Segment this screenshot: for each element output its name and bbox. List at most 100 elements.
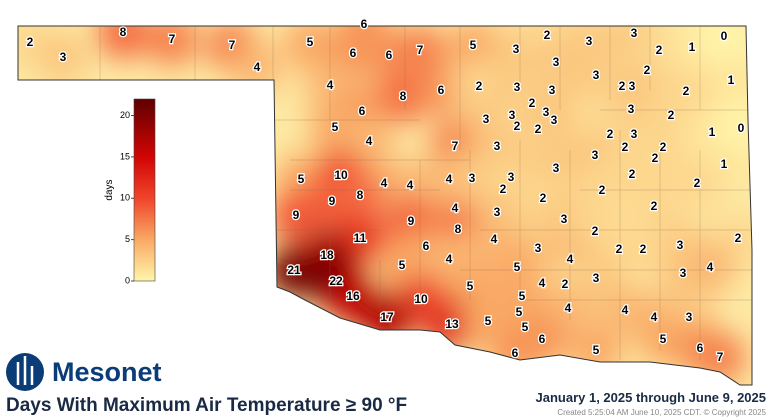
station-value: 6 (361, 17, 368, 31)
station-value: 2 (660, 140, 667, 154)
station-value: 5 (660, 332, 667, 346)
station-value: 10 (334, 168, 348, 182)
station-value: 2 (540, 191, 547, 205)
station-value: 2 (514, 119, 521, 133)
station-value: 11 (354, 231, 367, 245)
heat-blob (415, 65, 467, 117)
legend-label: days (104, 179, 115, 200)
station-value: 2 (562, 277, 569, 291)
station-value: 4 (327, 78, 334, 92)
station-value: 22 (329, 274, 343, 288)
station-value: 4 (446, 172, 453, 186)
station-value: 4 (539, 276, 546, 290)
station-value: 2 (683, 84, 690, 98)
station-value: 5 (514, 260, 521, 274)
station-value: 4 (565, 301, 572, 315)
station-value: 5 (298, 172, 305, 186)
station-value: 4 (491, 232, 498, 246)
station-value: 2 (619, 79, 626, 93)
station-value: 2 (640, 242, 647, 256)
station-value: 3 (628, 102, 635, 116)
station-value: 4 (651, 310, 658, 324)
station-value: 4 (446, 252, 453, 266)
legend-tick-label: 0 (125, 275, 130, 285)
station-value: 3 (549, 83, 556, 97)
station-value: 3 (677, 238, 684, 252)
station-value: 7 (169, 32, 176, 46)
station-value: 2 (622, 140, 629, 154)
station-value: 5 (307, 35, 314, 49)
station-value: 4 (452, 201, 459, 215)
station-value: 7 (717, 350, 724, 364)
station-value: 2 (27, 35, 34, 49)
station-value: 3 (593, 68, 600, 82)
logo-bars (16, 356, 34, 385)
legend-tick-label: 15 (120, 151, 130, 161)
station-value: 5 (470, 38, 477, 52)
station-value: 3 (494, 139, 501, 153)
station-value: 2 (644, 63, 651, 77)
legend-tick-label: 10 (120, 193, 130, 203)
station-value: 2 (652, 151, 659, 165)
station-value: 2 (616, 242, 623, 256)
station-value: 2 (592, 224, 599, 238)
station-value: 4 (381, 176, 388, 190)
heat-blob (628, 181, 680, 233)
station-value: 0 (721, 29, 728, 43)
station-value: 2 (500, 182, 507, 196)
heat-blob (705, 55, 752, 107)
station-value: 5 (522, 320, 529, 334)
station-value: 5 (519, 289, 526, 303)
station-value: 10 (414, 292, 428, 306)
station-value: 3 (553, 161, 560, 175)
heat-blob (671, 158, 723, 210)
heat-blob (698, 26, 750, 63)
logo: Mesonet (6, 353, 162, 391)
heat-layer (18, 26, 752, 384)
station-value: 6 (697, 341, 704, 355)
county-lines (99, 26, 752, 360)
heat-blob (576, 165, 628, 217)
station-value: 6 (423, 239, 430, 253)
station-value: 1 (709, 125, 716, 139)
station-value: 6 (350, 46, 357, 60)
heat-blob (447, 26, 499, 72)
station-value: 1 (689, 40, 696, 54)
station-value: 3 (680, 266, 687, 280)
station-value: 3 (60, 50, 67, 64)
heat-blob (684, 242, 736, 294)
station-value: 4 (622, 303, 629, 317)
station-value: 17 (380, 310, 394, 324)
heat-blob (528, 95, 580, 147)
station-value: 3 (586, 34, 593, 48)
station-value: 3 (686, 310, 693, 324)
station-value: 4 (707, 260, 714, 274)
legend: days 0 5 10 15 20 (104, 98, 156, 285)
station-value: 5 (593, 343, 600, 357)
station-value: 9 (408, 214, 415, 228)
heat-blob (97, 26, 149, 59)
date-range: January 1, 2025 through June 9, 2025 (536, 390, 767, 405)
station-value: 6 (512, 346, 519, 360)
station-value: 3 (551, 113, 558, 127)
station-value: 4 (254, 60, 261, 74)
station-value: 3 (592, 148, 599, 162)
station-value: 5 (467, 279, 474, 293)
station-value: 2 (599, 183, 606, 197)
heat-blob (284, 26, 336, 69)
station-value: 2 (656, 43, 663, 57)
heat-blob (270, 190, 322, 242)
station-value: 2 (735, 231, 742, 245)
station-value: 6 (539, 332, 546, 346)
station-value: 8 (455, 222, 462, 236)
station-value: 2 (651, 199, 658, 213)
map-title: Days With Maximum Air Temperature ≥ 90 °… (6, 395, 407, 416)
station-value: 3 (629, 79, 636, 93)
heat-blob (334, 170, 386, 222)
station-value: 6 (438, 83, 445, 97)
station-value: 3 (494, 205, 501, 219)
heat-blob (146, 26, 198, 66)
station-value: 7 (452, 139, 459, 153)
station-value: 8 (400, 89, 407, 103)
